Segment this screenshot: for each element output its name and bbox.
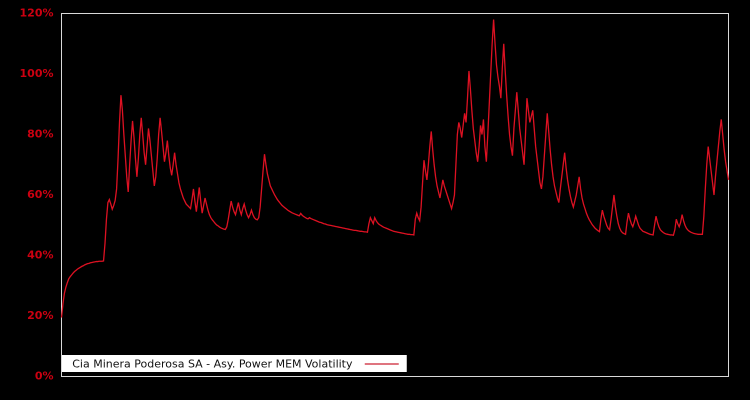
y-axis-tick-label: 120% [20,7,54,20]
y-axis-tick-label: 80% [27,128,53,141]
data-series-line [60,19,730,318]
data-series-group [60,19,730,318]
y-axis-tick-label: 60% [27,188,53,201]
legend-background [62,355,407,372]
y-axis-tick-labels: 120% 100% 80% 60% 40% 20% 0% [20,7,54,383]
y-axis-tick-label: 100% [20,67,54,80]
chart-legend[interactable]: Cia Minera Poderosa SA - Asy. Power MEM … [62,355,407,372]
y-axis-tick-label: 0% [35,370,54,383]
y-axis-tick-label: 20% [27,309,53,322]
plot-area-frame [61,13,729,377]
legend-label: Cia Minera Poderosa SA - Asy. Power MEM … [72,358,353,371]
y-axis-tick-label: 40% [27,249,53,262]
